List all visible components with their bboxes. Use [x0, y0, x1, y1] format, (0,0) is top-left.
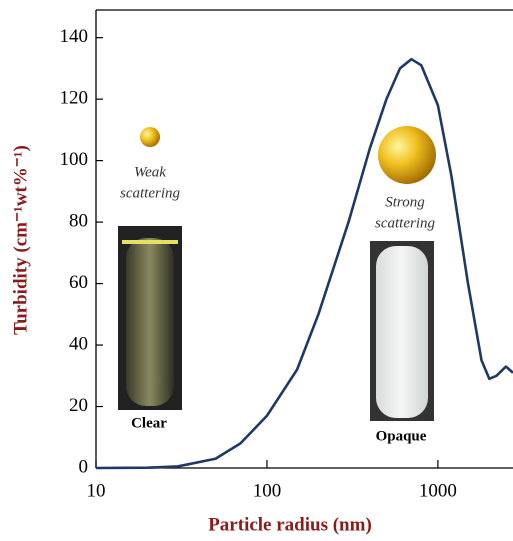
y-tick-label: 80	[69, 210, 88, 231]
clear-tube	[126, 238, 174, 406]
y-tick-label: 20	[69, 395, 88, 416]
page: Weak scattering Strong scattering Clear …	[0, 0, 513, 541]
opaque-tube	[376, 246, 428, 418]
tube-label: Opaque	[376, 428, 427, 444]
y-tick-label: 120	[60, 88, 89, 109]
y-tick-label: 100	[60, 149, 89, 170]
large-particle	[378, 126, 436, 184]
annotation: Strong	[385, 194, 425, 210]
x-tick-label: 10	[87, 480, 106, 501]
y-tick-label: 140	[60, 26, 89, 47]
y-axis-label: Turbidity (cm⁻¹wt%⁻¹)	[10, 145, 31, 335]
chart: Weak scattering Strong scattering Clear …	[0, 0, 513, 541]
meniscus	[122, 240, 178, 244]
x-tick-label: 1000	[419, 480, 457, 501]
tube-label: Clear	[131, 415, 167, 431]
small-particle	[140, 127, 160, 147]
y-tick-label: 40	[69, 333, 88, 354]
annotation: Weak	[134, 164, 166, 180]
x-axis-label: Particle radius (nm)	[208, 514, 372, 535]
y-tick-label: 0	[79, 456, 89, 477]
annotation: scattering	[375, 215, 435, 231]
y-tick-label: 60	[69, 272, 88, 293]
annotation: scattering	[120, 185, 180, 201]
x-tick-label: 100	[253, 480, 282, 501]
